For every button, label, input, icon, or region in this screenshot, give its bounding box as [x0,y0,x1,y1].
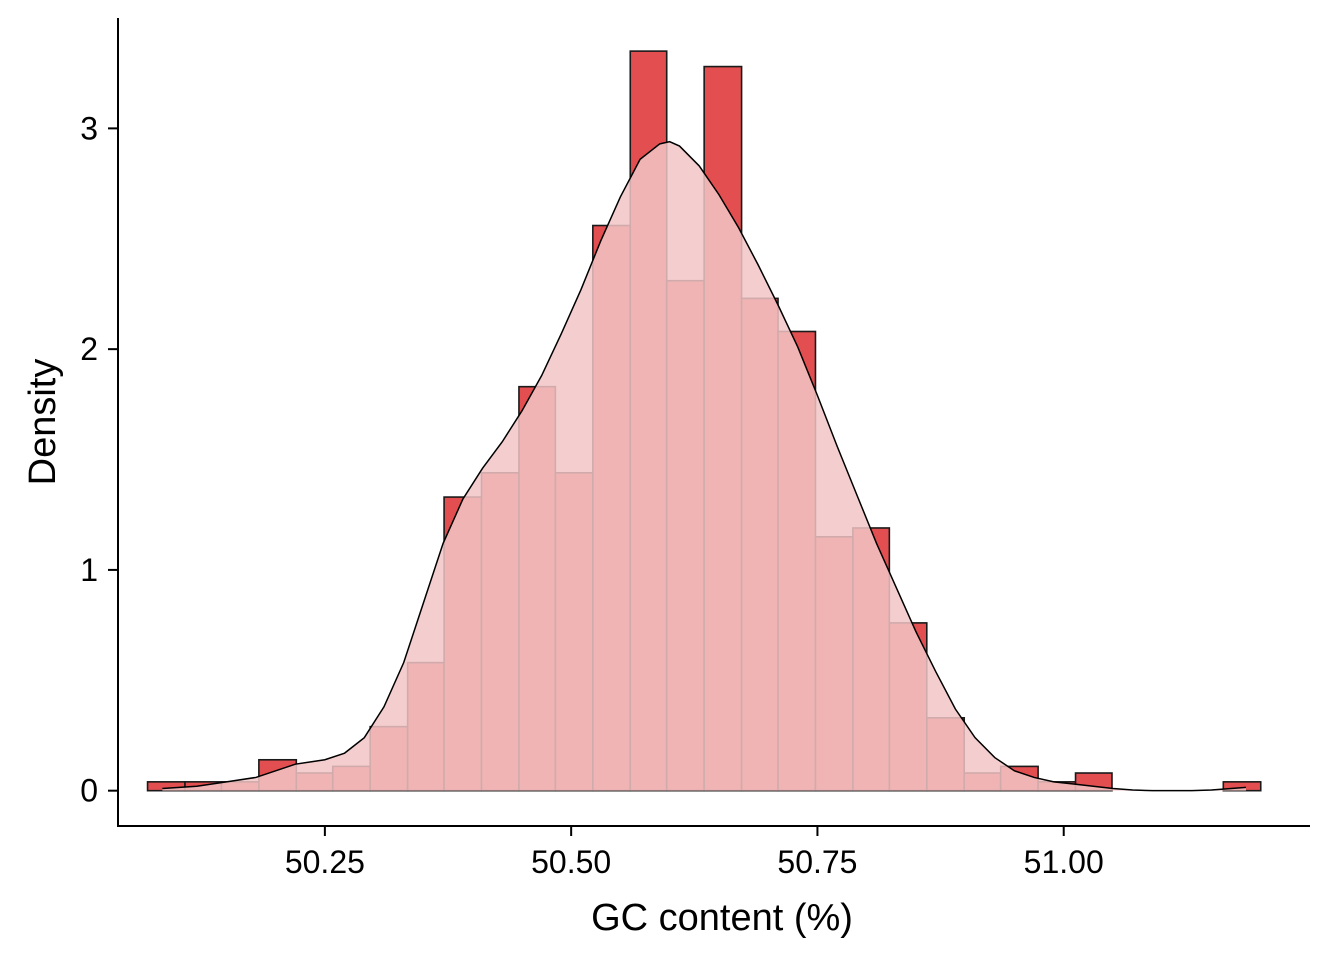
y-tick-label: 1 [80,552,98,588]
y-tick-label: 2 [80,331,98,367]
x-tick-label: 51.00 [1024,844,1104,880]
y-tick-label: 3 [80,110,98,146]
density-curve [162,140,1247,792]
y-axis-title: Density [22,359,64,486]
axis-ticks: 50.25 50.50 50.75 51.00 0 1 2 3 [80,110,1104,880]
x-tick-label: 50.25 [285,844,365,880]
axes [117,18,1310,827]
y-tick-label: 0 [80,773,98,809]
x-tick-label: 50.50 [531,844,611,880]
plot-area [146,50,1262,792]
x-axis-title: GC content (%) [591,897,853,939]
density-area [162,141,1246,791]
x-tick-label: 50.75 [777,844,857,880]
